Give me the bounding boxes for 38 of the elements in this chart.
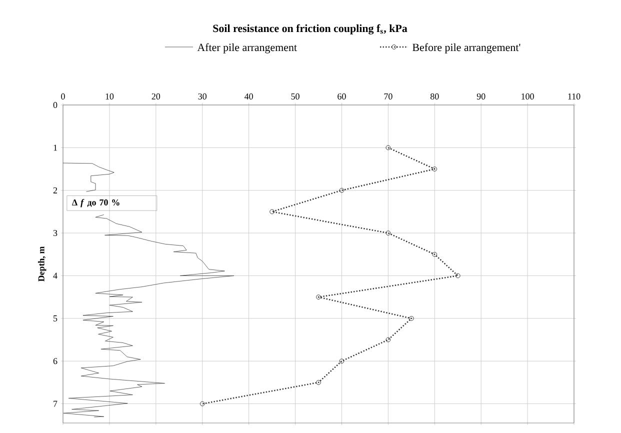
x-tick-label: 40: [244, 93, 253, 100]
point: [408, 316, 414, 321]
x-tick-label: 60: [338, 93, 346, 100]
point: [316, 380, 321, 385]
x-tick-label: 30: [198, 93, 207, 100]
y-tick-label: 7: [54, 400, 58, 407]
x-tick-label: 0: [61, 93, 65, 100]
x-tick-label: 90: [476, 93, 486, 100]
point: [386, 145, 391, 150]
y-tick-label: 2: [53, 187, 57, 194]
x-tick-label: 70: [384, 93, 392, 100]
point: [316, 294, 321, 300]
point: [432, 166, 438, 172]
x-tick-label: 100: [522, 93, 534, 100]
point: [270, 209, 274, 214]
x-tick-label: 20: [152, 93, 160, 100]
x-tick-label: 50: [291, 93, 300, 100]
legend-label: Before pile arrangement': [412, 43, 520, 54]
chart-title: Soil resistance on friction coupling f$_{s}$, kPa: [213, 24, 408, 34]
y-tick-label: 6: [53, 358, 58, 364]
point: [432, 252, 438, 257]
y-tick-label: 5: [54, 315, 58, 322]
point: [339, 188, 344, 193]
x-tick-label: 110: [568, 93, 580, 100]
point: [386, 337, 391, 342]
y-tick-label: 3: [53, 230, 58, 236]
y-tick-label: 0: [53, 102, 58, 108]
x-tick-label: 10: [106, 93, 114, 100]
x-tick-label: 80: [430, 93, 439, 100]
point: [339, 358, 344, 364]
point: [200, 401, 205, 406]
y-axis-title: Depth, m: [38, 246, 46, 282]
y-tick-label: 4: [53, 272, 58, 279]
annotation: Δ f до 70 %: [72, 199, 120, 208]
point: [386, 230, 391, 236]
point: [455, 273, 460, 278]
legend-label: After pile arrangement: [197, 43, 297, 54]
y-tick-label: 1: [54, 144, 57, 151]
